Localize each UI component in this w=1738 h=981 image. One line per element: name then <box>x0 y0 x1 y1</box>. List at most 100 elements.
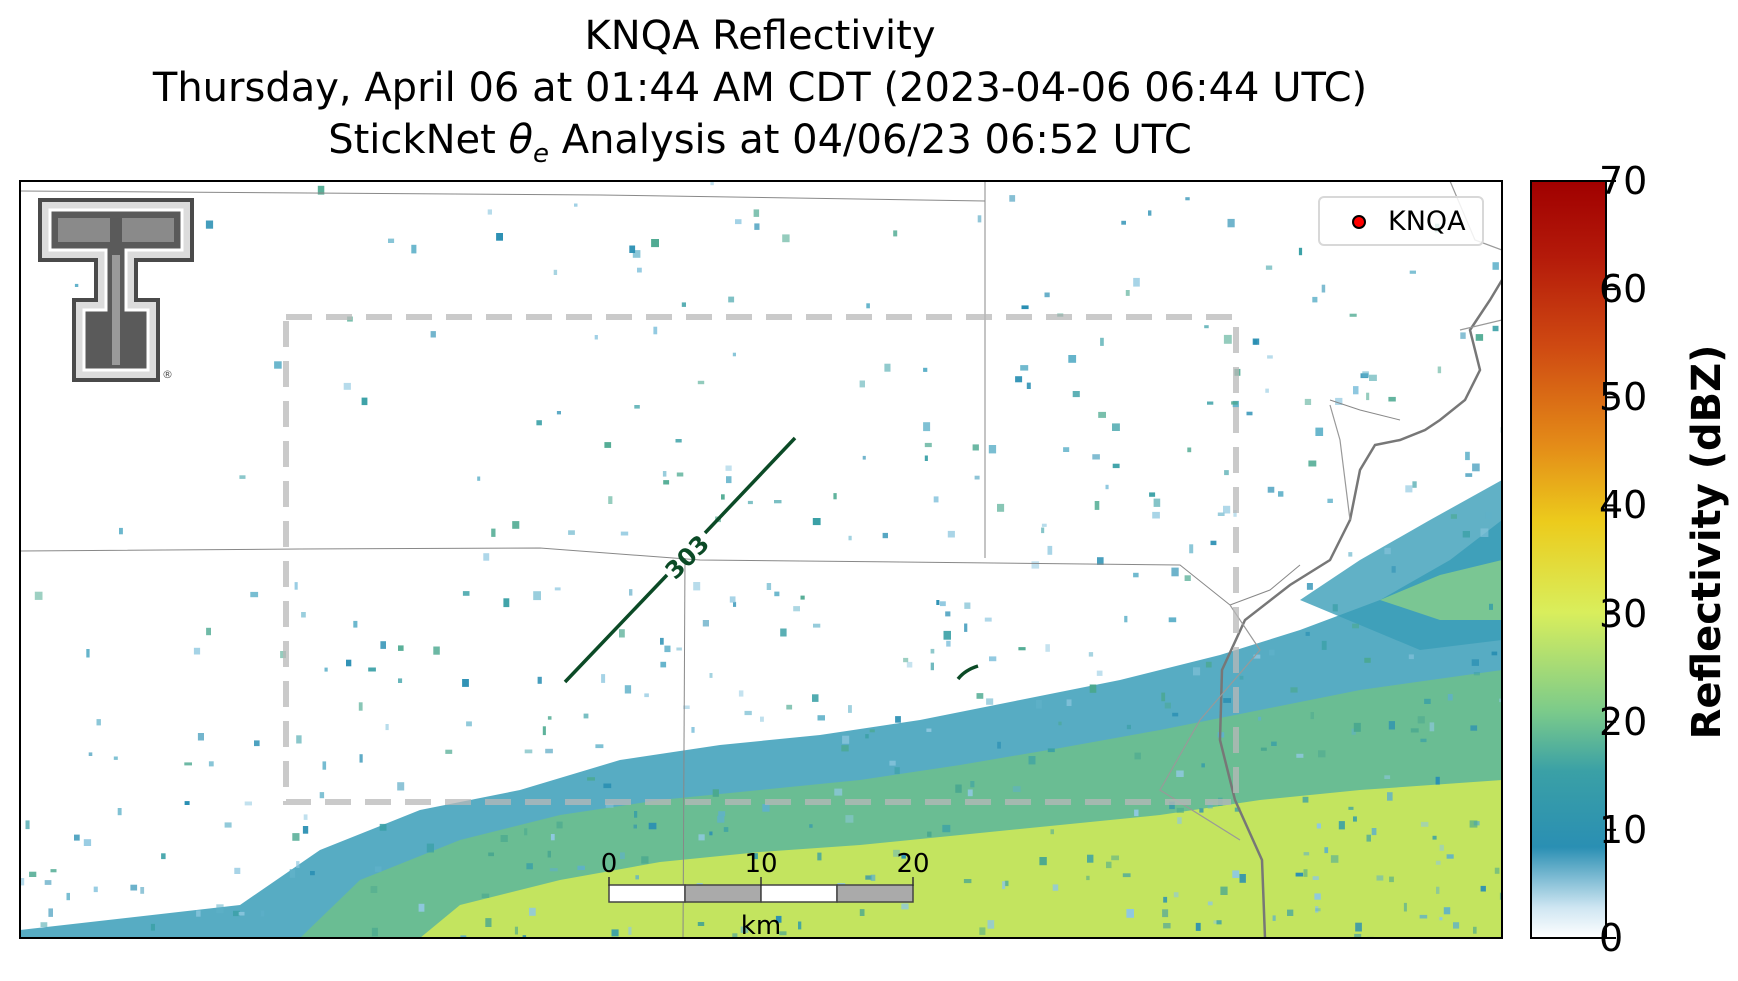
reflectivity-speckle <box>972 444 979 451</box>
reflectivity-speckle <box>1018 647 1026 651</box>
reflectivity-speckle <box>926 728 932 732</box>
reflectivity-speckle <box>774 591 780 597</box>
reflectivity-speckle <box>906 661 913 668</box>
reflectivity-speckle <box>1308 460 1317 467</box>
reflectivity-speckle <box>1408 654 1414 660</box>
reflectivity-speckle <box>943 630 951 640</box>
reflectivity-speckle <box>865 875 872 880</box>
reflectivity-speckle <box>718 811 726 817</box>
reflectivity-speckle <box>903 657 909 663</box>
title-line-3-suffix: Analysis at 04/06/23 06:52 UTC <box>548 117 1192 163</box>
reflectivity-speckle <box>604 442 612 448</box>
reflectivity-speckle <box>554 587 561 591</box>
theta-e-contour-303-lower <box>563 573 669 684</box>
reflectivity-speckle <box>676 647 682 651</box>
scale-tick-20: 20 <box>896 849 930 879</box>
reflectivity-speckle <box>629 589 633 596</box>
reflectivity-speckle <box>483 553 490 561</box>
reflectivity-speckle <box>1148 210 1152 216</box>
reflectivity-speckle <box>800 595 805 600</box>
reflectivity-speckle <box>296 735 302 744</box>
reflectivity-speckle <box>988 445 997 454</box>
reflectivity-speckle <box>359 754 363 763</box>
reflectivity-speckle <box>1239 675 1244 680</box>
reflectivity-speckle <box>74 283 79 287</box>
reflectivity-speckle <box>553 269 558 275</box>
reflectivity-speckle <box>603 783 612 789</box>
reflectivity-speckle <box>923 367 928 372</box>
reflectivity-speckle <box>842 735 850 744</box>
reflectivity-speckle <box>1348 552 1353 557</box>
reflectivity-speckle <box>869 729 875 733</box>
reflectivity-speckle <box>496 233 503 241</box>
reflectivity-speckle <box>1223 334 1232 344</box>
reflectivity-speckle <box>1177 817 1182 824</box>
reflectivity-speckle <box>1470 725 1478 731</box>
reflectivity-speckle <box>754 223 760 230</box>
reflectivity-speckle <box>1004 880 1009 887</box>
reflectivity-speckle <box>1112 463 1120 469</box>
reflectivity-speckle <box>1296 753 1304 758</box>
reflectivity-speckle <box>1475 334 1484 341</box>
reflectivity-speckle <box>322 761 327 770</box>
reflectivity-speckle <box>1272 915 1276 921</box>
reflectivity-speckle <box>184 762 192 766</box>
reflectivity-speckle <box>924 442 932 448</box>
reflectivity-speckle <box>292 833 300 841</box>
map-plot-area: 303 ® <box>20 181 1502 938</box>
reflectivity-speckle <box>462 679 469 687</box>
reflectivity-speckle <box>1265 388 1269 393</box>
reflectivity-speckle <box>1058 721 1062 726</box>
reflectivity-speckle <box>244 801 252 806</box>
reflectivity-speckle <box>1204 325 1209 329</box>
scale-bar-segment-2 <box>684 884 762 903</box>
reflectivity-speckle <box>930 648 935 654</box>
reflectivity-speckle <box>1086 875 1090 881</box>
reflectivity-speckle <box>947 530 955 538</box>
reflectivity-speckle <box>1015 376 1023 383</box>
reflectivity-speckle <box>1412 481 1417 488</box>
title-line-3: StickNet θe Analysis at 04/06/23 06:52 U… <box>0 116 1520 178</box>
reflectivity-speckle <box>130 884 138 891</box>
reflectivity-speckle <box>48 908 53 917</box>
reflectivity-speckle <box>629 245 636 253</box>
colorbar-tick-label-20: 20 <box>1599 699 1648 744</box>
reflectivity-speckle <box>1480 528 1489 537</box>
reflectivity-speckle <box>1187 447 1192 453</box>
reflectivity-speckle <box>702 620 709 627</box>
reflectivity-speckle <box>296 861 300 868</box>
reflectivity-speckle <box>1388 396 1396 402</box>
theta-subscript: e <box>532 139 549 169</box>
reflectivity-speckle <box>1480 885 1486 892</box>
reflectivity-speckle <box>1133 277 1140 287</box>
reflectivity-speckle <box>1169 801 1175 810</box>
reflectivity-speckle <box>924 455 928 461</box>
reflectivity-speckle <box>1031 561 1040 569</box>
reflectivity-speckle <box>1387 792 1393 801</box>
reflectivity-speckle <box>1327 498 1333 503</box>
reflectivity-speckle <box>1437 366 1442 374</box>
reflectivity-speckle <box>848 705 852 713</box>
reflectivity-speckle <box>721 494 725 500</box>
reflectivity-speckle <box>754 853 758 860</box>
reflectivity-speckle <box>936 600 940 605</box>
reflectivity-speckle <box>368 667 376 672</box>
reflectivity-speckle <box>1072 391 1080 398</box>
reflectivity-speckle <box>964 623 968 632</box>
reflectivity-speckle <box>1172 712 1179 717</box>
reflectivity-speckle <box>113 756 118 760</box>
reflectivity-speckle <box>1351 728 1356 735</box>
reflectivity-speckle <box>301 612 306 618</box>
reflectivity-speckle <box>683 705 690 709</box>
reflectivity-speckle <box>1223 698 1231 703</box>
reflectivity-speckle <box>1298 247 1303 256</box>
reflectivity-speckle <box>793 606 800 612</box>
reflectivity-speckle <box>974 475 980 480</box>
reflectivity-speckle <box>594 335 598 340</box>
reflectivity-speckle <box>500 835 508 842</box>
reflectivity-speckle <box>1162 909 1169 918</box>
reflectivity-speckle <box>1041 527 1045 534</box>
reflectivity-speckle <box>859 380 865 388</box>
reflectivity-speckle <box>96 719 101 726</box>
reflectivity-speckle <box>619 629 625 638</box>
